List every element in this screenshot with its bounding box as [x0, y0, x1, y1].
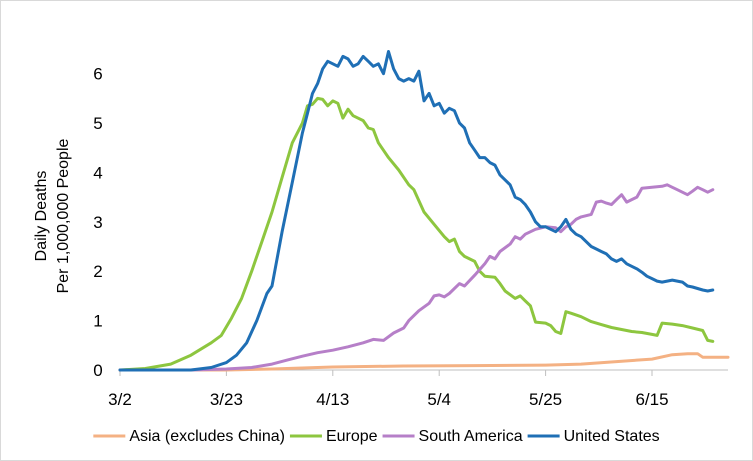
y-tick-label: 4 [93, 163, 102, 182]
y-tick-label: 2 [93, 262, 102, 281]
x-tick-label: 5/4 [427, 390, 451, 409]
legend-label-south-america: South America [419, 428, 523, 445]
y-tick-label: 5 [93, 114, 102, 133]
legend: Asia (excludes China) Europe South America… [93, 428, 660, 445]
series-line-europe [118, 96, 715, 372]
y-axis-title: Daily Deaths Per 1,000,000 People [33, 139, 72, 294]
series-line-asia-excludes-china [118, 352, 730, 372]
y-tick-label: 6 [93, 65, 102, 84]
series-line-south-america [118, 183, 715, 372]
series-lines [118, 50, 730, 372]
x-tick-label: 5/25 [529, 390, 562, 409]
x-tick-label: 6/15 [635, 390, 668, 409]
series-line-united-states [118, 50, 715, 372]
y-tick-label: 0 [93, 361, 102, 380]
legend-label-europe: Europe [326, 428, 378, 445]
legend-label-united-states: United States [564, 428, 660, 445]
axes: 0 1 2 3 4 5 6 3/2 3/23 4/13 5/4 5/25 6/15 [93, 65, 728, 409]
legend-label-asia-excludes-china: Asia (excludes China) [129, 428, 285, 445]
y-tick-label: 3 [93, 213, 102, 232]
x-tick-label: 4/13 [316, 390, 349, 409]
y-axis-title-line-1: Daily Deaths [33, 171, 50, 262]
x-tick-label: 3/23 [210, 390, 243, 409]
x-tick-label: 3/2 [108, 390, 132, 409]
y-axis-title-line-2: Per 1,000,000 People [55, 139, 72, 294]
y-tick-label: 1 [93, 312, 102, 331]
